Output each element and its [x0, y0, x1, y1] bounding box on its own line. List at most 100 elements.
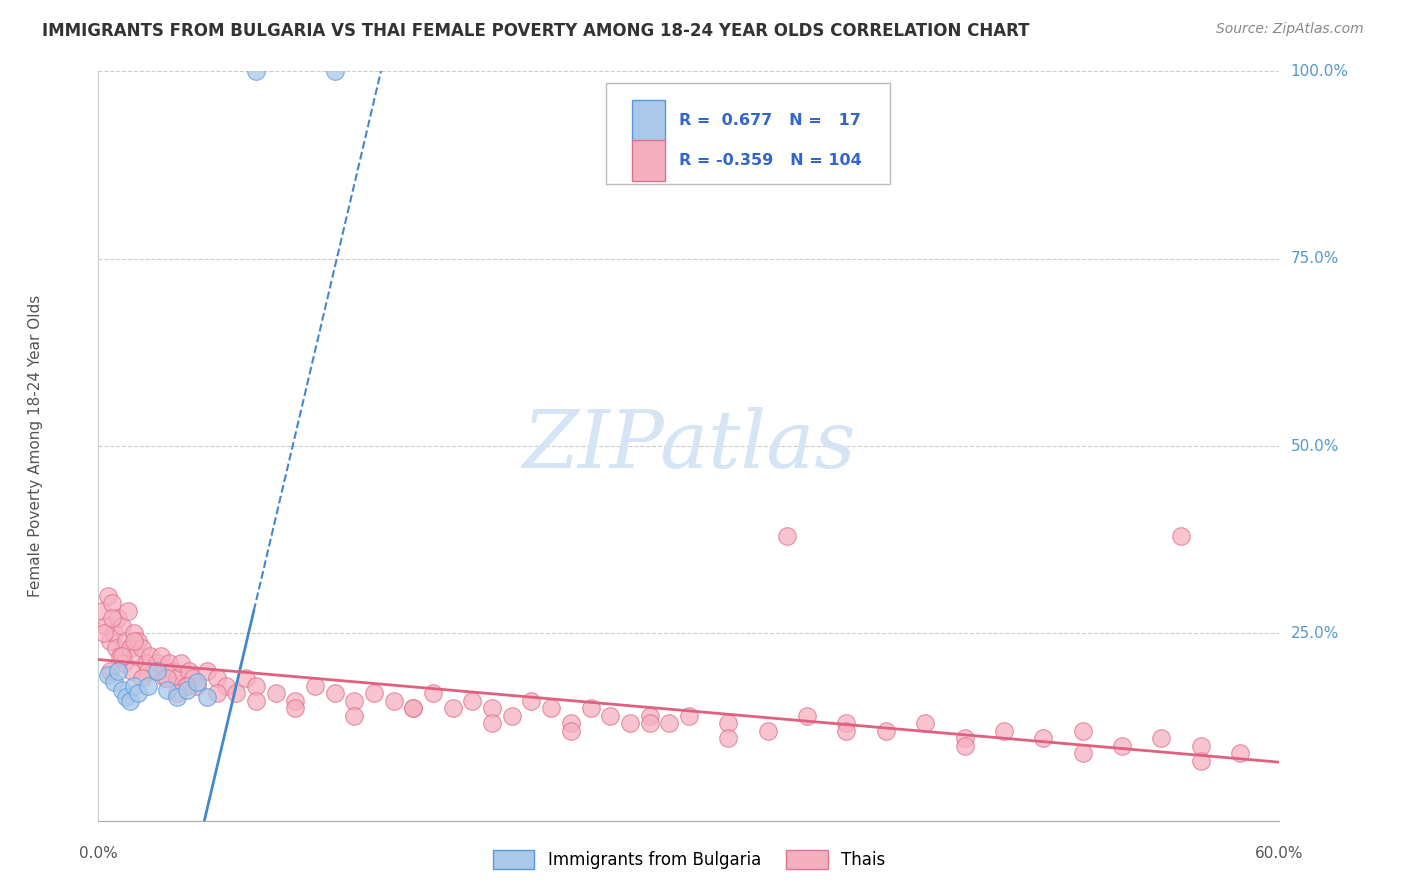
Point [914, 716, 936, 731]
Point [97, 667, 120, 681]
Point [343, 708, 366, 723]
FancyBboxPatch shape [606, 83, 890, 184]
Point [105, 641, 128, 656]
Point [156, 682, 179, 697]
Point [112, 657, 135, 671]
Point [461, 694, 484, 708]
Point [176, 679, 198, 693]
Point [501, 708, 523, 723]
Point [146, 657, 169, 671]
FancyBboxPatch shape [633, 100, 665, 141]
Point [115, 690, 138, 704]
Text: IMMIGRANTS FROM BULGARIA VS THAI FEMALE POVERTY AMONG 18-24 YEAR OLDS CORRELATIO: IMMIGRANTS FROM BULGARIA VS THAI FEMALE … [42, 22, 1029, 40]
Point [157, 657, 180, 671]
Point [136, 664, 159, 678]
Point [195, 664, 218, 678]
Point [111, 619, 134, 633]
Point [115, 633, 138, 648]
Point [166, 671, 188, 685]
Point [402, 701, 425, 715]
Point [150, 648, 173, 663]
Point [122, 679, 145, 693]
Point [118, 641, 141, 656]
Text: R = -0.359   N = 104: R = -0.359 N = 104 [679, 153, 862, 169]
Point [560, 716, 582, 731]
Point [284, 694, 307, 708]
Point [323, 686, 346, 700]
Point [166, 690, 188, 704]
Point [953, 739, 976, 753]
Point [1071, 746, 1094, 760]
Point [481, 716, 503, 731]
Point [93, 626, 115, 640]
Point [1111, 739, 1133, 753]
Text: 75.0%: 75.0% [1291, 252, 1339, 266]
Point [304, 679, 326, 693]
Point [107, 611, 129, 625]
Point [638, 708, 661, 723]
Point [108, 648, 131, 663]
Point [441, 701, 464, 715]
Text: 60.0%: 60.0% [1256, 846, 1303, 861]
Point [127, 633, 149, 648]
Point [215, 679, 238, 693]
Point [176, 682, 198, 697]
Point [540, 701, 562, 715]
Text: 100.0%: 100.0% [1291, 64, 1348, 78]
Point [117, 604, 139, 618]
Text: Female Poverty Among 18-24 Year Olds: Female Poverty Among 18-24 Year Olds [28, 295, 44, 597]
Point [1071, 723, 1094, 738]
Point [579, 701, 602, 715]
Point [186, 679, 208, 693]
Point [284, 701, 307, 715]
Point [717, 731, 740, 746]
Point [422, 686, 444, 700]
Text: 25.0%: 25.0% [1291, 626, 1339, 640]
Point [363, 686, 385, 700]
Point [156, 671, 179, 685]
Point [875, 723, 897, 738]
Point [1189, 754, 1212, 768]
Point [111, 682, 134, 697]
Point [245, 694, 267, 708]
Point [174, 679, 197, 693]
Point [235, 671, 257, 685]
Point [993, 723, 1015, 738]
Point [245, 679, 267, 693]
Point [111, 648, 134, 663]
Point [225, 686, 247, 700]
Text: Source: ZipAtlas.com: Source: ZipAtlas.com [1216, 22, 1364, 37]
Legend: Immigrants from Bulgaria, Thais: Immigrants from Bulgaria, Thais [486, 844, 891, 876]
Point [103, 675, 125, 690]
Point [122, 633, 145, 648]
Point [186, 675, 208, 690]
Point [166, 686, 188, 700]
Point [181, 671, 204, 685]
Point [481, 701, 503, 715]
Point [146, 664, 169, 678]
Point [118, 694, 141, 708]
Point [155, 671, 177, 685]
Point [1032, 731, 1054, 746]
Point [195, 690, 218, 704]
Point [776, 529, 799, 543]
Text: ZIPatlas: ZIPatlas [522, 408, 856, 484]
Point [142, 664, 165, 678]
Point [125, 648, 148, 663]
Point [205, 686, 228, 700]
Point [98, 633, 121, 648]
Point [560, 723, 582, 738]
Point [107, 664, 129, 678]
Point [245, 64, 267, 78]
Point [520, 694, 543, 708]
Point [717, 716, 740, 731]
Point [1229, 746, 1251, 760]
Point [177, 664, 200, 678]
Point [103, 626, 125, 640]
Point [122, 626, 145, 640]
Point [402, 701, 425, 715]
Point [1170, 529, 1192, 543]
Point [796, 708, 818, 723]
Point [136, 679, 159, 693]
Point [678, 708, 700, 723]
